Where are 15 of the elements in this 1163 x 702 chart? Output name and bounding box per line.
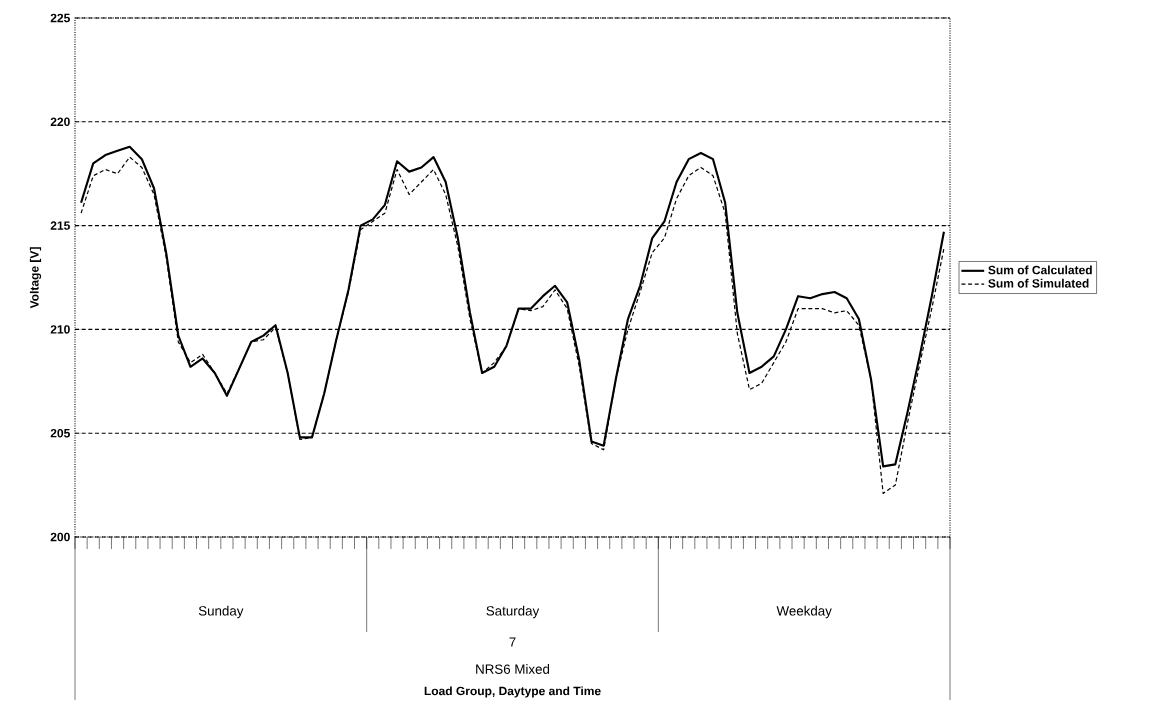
y-tick-label: 225 [50, 13, 70, 23]
text: Saturday [486, 605, 540, 619]
text: Weekday [776, 605, 832, 619]
legend-label: Sum of Calculated [988, 265, 1092, 275]
y-tick-label: 200 [50, 532, 70, 542]
text: Sunday [198, 605, 244, 619]
y-tick-label: 205 [50, 428, 70, 438]
legend-label: Sum of Simulated [988, 278, 1089, 288]
text: Load Group, Daytype and Time [424, 686, 601, 698]
text: NRS6 Mixed [476, 664, 550, 674]
y-tick-label: 215 [50, 221, 70, 230]
y-tick-label: 220 [50, 117, 70, 127]
text: 7 [509, 637, 516, 647]
y-axis-title: Voltage [V] [29, 247, 42, 309]
y-tick-label: 210 [50, 325, 70, 334]
